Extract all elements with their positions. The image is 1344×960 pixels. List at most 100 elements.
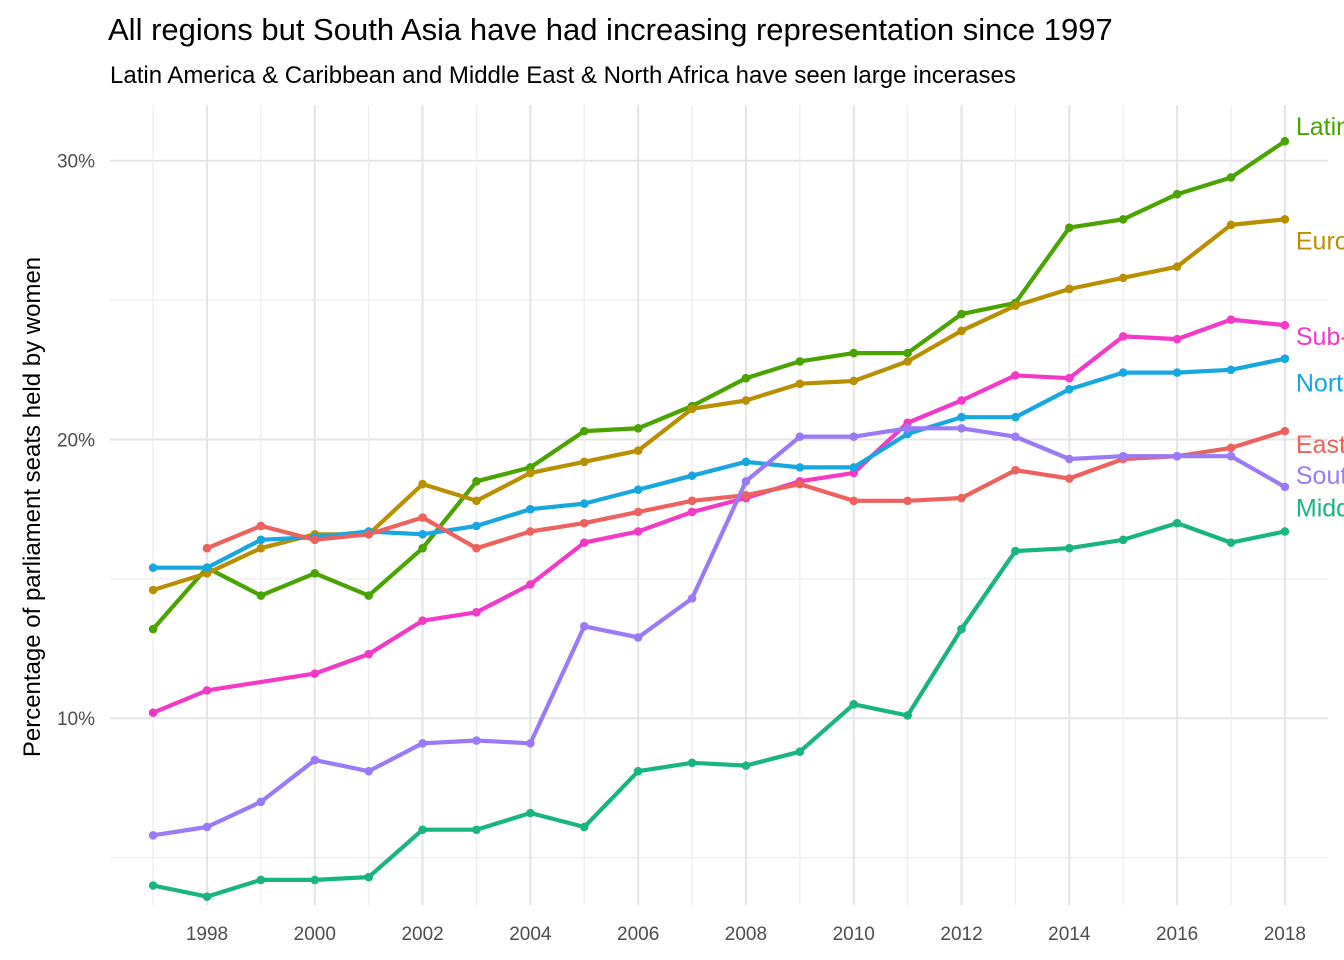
chart-subtitle: Latin America & Caribbean and Middle Eas…: [110, 62, 1016, 89]
data-point-east-asia-pacific: [795, 479, 805, 489]
data-point-east-asia-pacific: [418, 513, 427, 522]
data-point-europe-central-asia: [687, 404, 697, 414]
data-point-europe-central-asia: [741, 396, 751, 405]
data-point-north-america: [472, 521, 481, 531]
data-point-north-america: [418, 529, 427, 539]
data-point-latin-america-caribbean: [633, 424, 643, 433]
data-point-north-america: [1011, 412, 1020, 422]
data-point-middle-east-north-africa: [579, 822, 589, 832]
data-point-north-america: [256, 535, 266, 545]
x-tick-label: 2008: [725, 924, 767, 945]
data-point-latin-america-caribbean: [957, 309, 966, 319]
data-point-europe-central-asia: [849, 376, 859, 386]
data-point-south-asia: [903, 424, 912, 433]
data-point-south-asia: [148, 831, 158, 840]
data-point-middle-east-north-africa: [256, 875, 266, 885]
data-point-south-asia: [1226, 451, 1236, 461]
x-tick-label: 2004: [509, 924, 552, 945]
data-point-east-asia-pacific: [849, 496, 859, 506]
data-point-latin-america-caribbean: [148, 624, 158, 634]
data-point-europe-central-asia: [148, 585, 158, 595]
data-point-europe-central-asia: [795, 379, 805, 389]
series-label-latin-america-caribbean: Latin America & Caribbean: [1296, 113, 1344, 141]
data-point-north-america: [579, 499, 589, 508]
data-point-north-america: [795, 463, 805, 472]
x-tick-label: 2016: [1156, 924, 1198, 945]
data-point-middle-east-north-africa: [795, 747, 805, 756]
data-point-sub-saharan-africa: [472, 608, 481, 617]
data-point-sub-saharan-africa: [1226, 315, 1236, 324]
data-point-middle-east-north-africa: [741, 761, 751, 770]
data-point-south-asia: [795, 432, 805, 442]
data-point-sub-saharan-africa: [957, 396, 966, 405]
y-axis-label: Percentage of parliament seats held by w…: [19, 257, 46, 757]
data-point-middle-east-north-africa: [418, 825, 427, 835]
data-point-middle-east-north-africa: [1172, 518, 1182, 528]
data-point-north-america: [957, 412, 966, 422]
data-point-east-asia-pacific: [741, 490, 751, 500]
data-point-sub-saharan-africa: [148, 708, 158, 717]
data-point-latin-america-caribbean: [795, 357, 805, 366]
series-label-north-america: North America: [1296, 370, 1344, 398]
data-point-sub-saharan-africa: [633, 527, 643, 536]
data-point-sub-saharan-africa: [310, 669, 320, 678]
data-point-middle-east-north-africa: [1065, 543, 1074, 553]
data-point-north-america: [1280, 354, 1290, 363]
data-point-east-asia-pacific: [1011, 465, 1020, 475]
data-point-latin-america-caribbean: [1118, 214, 1128, 224]
plot-area: Latin America & Caribbean Europe & Centra…: [110, 105, 1344, 905]
data-point-east-asia-pacific: [1280, 426, 1290, 436]
data-point-europe-central-asia: [1011, 301, 1020, 310]
data-point-north-america: [148, 563, 158, 573]
data-point-south-asia: [202, 822, 212, 832]
data-point-sub-saharan-africa: [1011, 371, 1020, 380]
data-point-north-america: [526, 504, 535, 514]
data-point-middle-east-north-africa: [472, 825, 481, 835]
data-point-south-asia: [633, 633, 643, 642]
data-point-europe-central-asia: [1226, 220, 1236, 230]
data-point-latin-america-caribbean: [256, 591, 266, 600]
x-tick-label: 2002: [401, 924, 443, 945]
series-line-south-asia: [151, 426, 1287, 838]
series-line-latin-america-caribbean: [151, 139, 1287, 632]
data-point-east-asia-pacific: [526, 527, 535, 536]
series-label-east-asia-pacific: East Asia & Pacific: [1296, 431, 1344, 459]
data-point-sub-saharan-africa: [418, 616, 427, 625]
data-point-north-america: [849, 463, 859, 472]
x-tick-label: 2010: [833, 924, 875, 945]
data-point-middle-east-north-africa: [687, 758, 697, 768]
data-point-east-asia-pacific: [633, 507, 643, 517]
data-point-north-america: [1172, 368, 1182, 377]
x-tick-label: 2000: [294, 924, 336, 945]
data-point-middle-east-north-africa: [310, 875, 320, 885]
x-tick-label: 1998: [186, 924, 228, 945]
data-point-south-asia: [1280, 482, 1290, 492]
series-line-middle-east-north-africa: [151, 521, 1287, 899]
series-label-europe-central-asia: Europe & Central Asia: [1296, 227, 1344, 255]
data-point-east-asia-pacific: [1226, 443, 1236, 453]
series-label-middle-east-north-africa: Middle East & North Africa: [1296, 494, 1344, 522]
data-point-north-america: [1065, 385, 1074, 394]
data-point-south-asia: [418, 739, 427, 748]
data-point-sub-saharan-africa: [202, 686, 212, 695]
y-tick-label: 20%: [57, 430, 95, 451]
data-point-latin-america-caribbean: [741, 373, 751, 383]
data-point-east-asia-pacific: [472, 543, 481, 553]
data-point-europe-central-asia: [526, 468, 535, 478]
data-point-latin-america-caribbean: [1280, 136, 1290, 146]
x-tick-label: 2012: [940, 924, 982, 945]
data-point-north-america: [687, 471, 697, 481]
series-lines: [151, 139, 1287, 899]
data-point-europe-central-asia: [579, 457, 589, 467]
data-point-east-asia-pacific: [364, 529, 373, 539]
data-point-middle-east-north-africa: [202, 892, 212, 901]
data-point-north-america: [1118, 368, 1128, 377]
data-point-latin-america-caribbean: [579, 426, 589, 436]
data-point-sub-saharan-africa: [1280, 320, 1290, 330]
data-point-south-asia: [1118, 451, 1128, 461]
series-label-sub-saharan-africa: Sub-Saharan Africa: [1296, 323, 1344, 351]
data-point-europe-central-asia: [472, 496, 481, 506]
data-point-latin-america-caribbean: [364, 591, 373, 600]
data-point-latin-america-caribbean: [1172, 189, 1182, 199]
